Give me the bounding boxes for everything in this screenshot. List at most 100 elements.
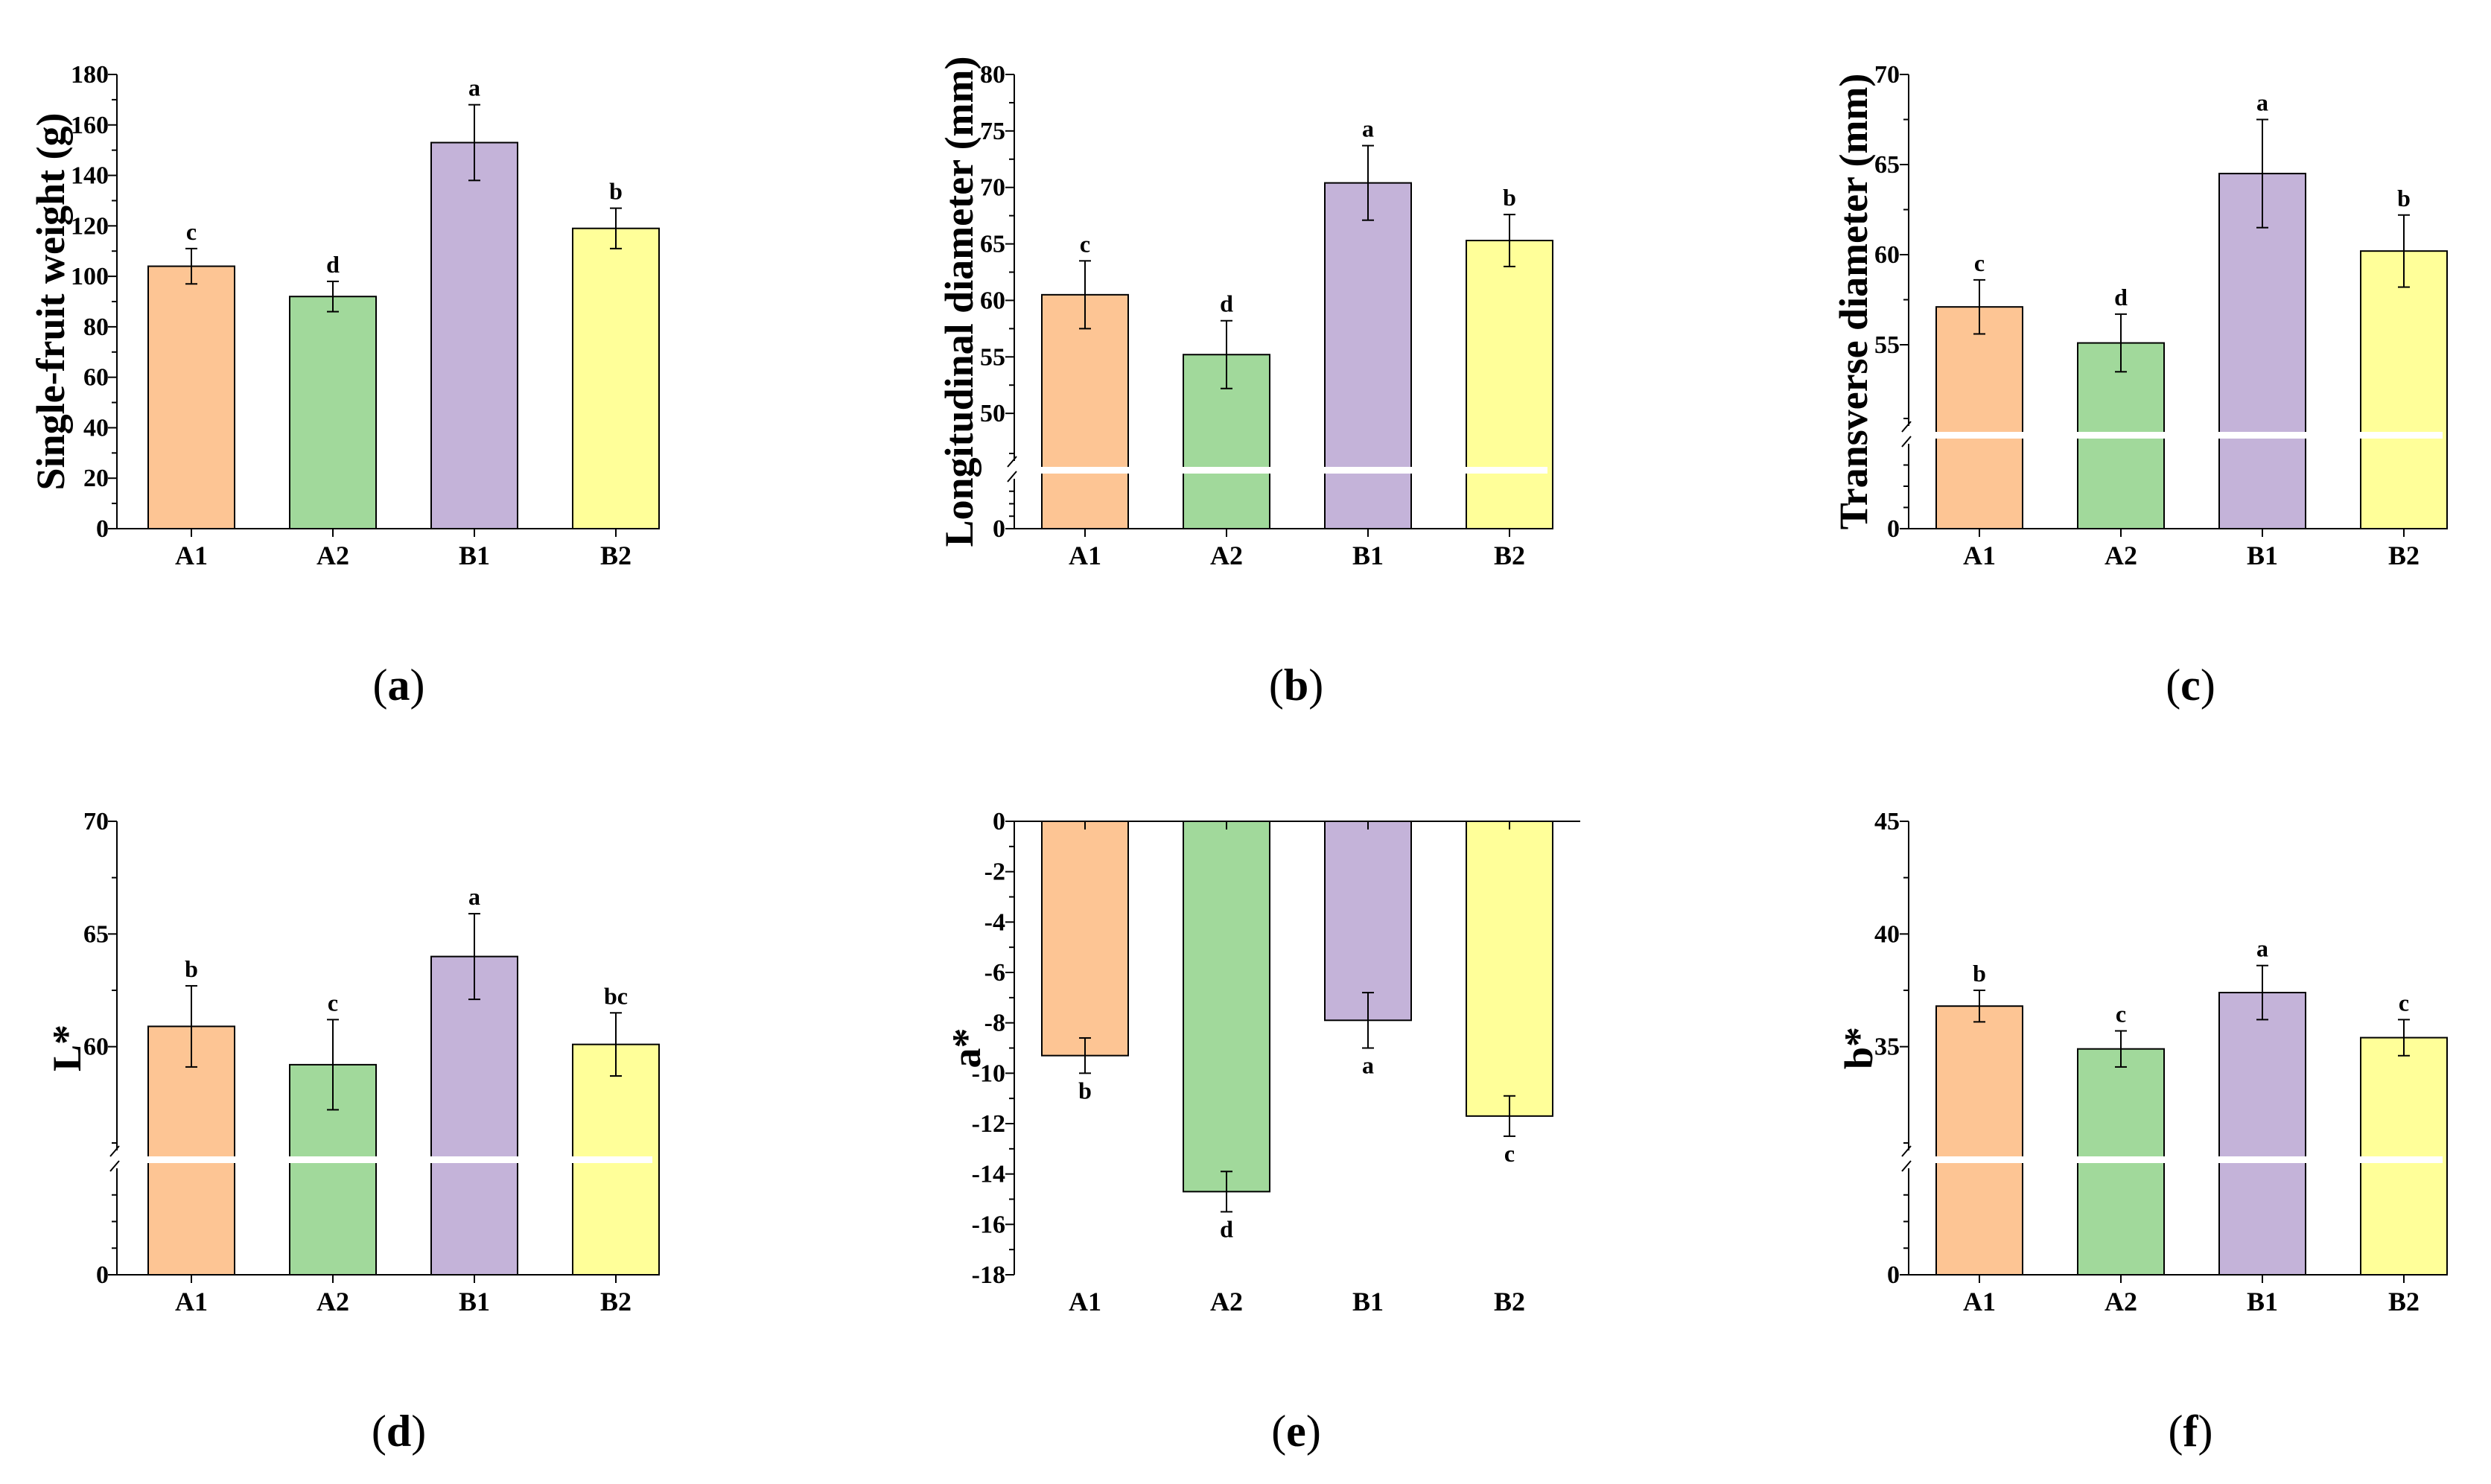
x-tick-label-d-B1: B1 xyxy=(459,1287,490,1316)
bar-b-B1 xyxy=(1324,182,1412,529)
error-bar-c-B2 xyxy=(2398,214,2410,288)
y-axis-title-e: a* xyxy=(944,1028,989,1069)
bar-e-B2 xyxy=(1466,821,1553,1117)
error-bar-a-A2 xyxy=(327,280,339,313)
error-bar-c-B1 xyxy=(2256,118,2268,229)
y-tick-label-e: 0 xyxy=(993,808,1005,835)
x-tick-label-a-A2: A2 xyxy=(316,541,349,570)
y-axis-title-f: b* xyxy=(1836,1027,1881,1069)
y-tick-label-f: 40 xyxy=(1874,920,1900,948)
y-tick-label-c: 65 xyxy=(1874,151,1900,179)
y-tick-label-b: 0 xyxy=(993,515,1005,543)
x-tick-label-e-B2: B2 xyxy=(1494,1287,1525,1316)
error-bar-a-A1 xyxy=(185,247,197,285)
y-tick-label-b: 70 xyxy=(980,174,1005,202)
y-tick-label-a: 20 xyxy=(83,465,109,492)
axis-break-mark-b xyxy=(1007,456,1017,483)
y-tick-label-b: 65 xyxy=(980,231,1005,258)
bar-d-A1 xyxy=(147,1025,235,1276)
panel-label-b: (b) xyxy=(1269,660,1323,710)
y-tick-label-a: 120 xyxy=(71,212,109,240)
y-tick-label-c: 0 xyxy=(1887,515,1900,543)
bar-a-A2 xyxy=(289,296,377,529)
error-bar-e-B2 xyxy=(1504,1095,1515,1137)
error-bar-e-B1 xyxy=(1362,992,1374,1049)
y-tick-label-b: 75 xyxy=(980,118,1005,145)
y-tick-label-d: 65 xyxy=(83,920,109,948)
bar-e-B1 xyxy=(1324,821,1412,1022)
error-bar-f-B1 xyxy=(2256,964,2268,1021)
significance-letter-a-A1: c xyxy=(186,218,197,245)
axis-break-gap-c xyxy=(1910,432,2443,439)
bar-a-B1 xyxy=(430,141,518,529)
axis-break-gap-b xyxy=(1016,467,1547,474)
error-bar-b-A1 xyxy=(1079,260,1091,330)
y-tick-label-f: 0 xyxy=(1887,1261,1900,1289)
x-tick-label-a-A1: A1 xyxy=(175,541,208,570)
panel-label-d: (d) xyxy=(372,1407,426,1456)
x-tick-label-f-B1: B1 xyxy=(2247,1287,2278,1316)
x-tick-label-b-B2: B2 xyxy=(1494,541,1525,570)
x-tick-label-a-B2: B2 xyxy=(600,541,632,570)
significance-letter-b-A1: c xyxy=(1080,230,1090,257)
y-tick-label-e: -8 xyxy=(984,1010,1005,1037)
significance-letter-b-B1: a xyxy=(1362,115,1374,142)
y-tick-label-e: -16 xyxy=(972,1211,1005,1238)
error-bar-c-A1 xyxy=(1973,278,1985,335)
y-tick-label-d: 70 xyxy=(83,808,109,835)
significance-letter-c-B1: a xyxy=(2256,89,2268,116)
y-tick-label-d: 60 xyxy=(83,1034,109,1061)
significance-letter-c-A2: d xyxy=(2114,284,2128,311)
significance-letter-e-B2: c xyxy=(1504,1140,1515,1167)
significance-letter-e-A2: d xyxy=(1220,1215,1233,1242)
y-tick-label-a: 40 xyxy=(83,414,109,442)
significance-letter-c-A1: c xyxy=(1974,249,1985,276)
y-tick-label-c: 60 xyxy=(1874,241,1900,269)
panel-label-a: (a) xyxy=(373,660,425,710)
bar-e-A2 xyxy=(1183,821,1270,1193)
significance-letter-b-B2: b xyxy=(1503,184,1516,211)
x-tick-label-f-A1: A1 xyxy=(1963,1287,1996,1316)
y-tick-label-a: 0 xyxy=(96,515,109,543)
x-tick-label-d-B2: B2 xyxy=(600,1287,632,1316)
x-tick-label-f-A2: A2 xyxy=(2105,1287,2137,1316)
error-bar-d-A2 xyxy=(327,1019,339,1111)
y-axis-title-b: Longitudinal diameter (mm) xyxy=(937,57,982,547)
error-bar-b-B2 xyxy=(1504,214,1515,267)
y-tick-label-b: 50 xyxy=(980,400,1005,427)
significance-letter-c-B2: b xyxy=(2397,185,2411,211)
bar-a-B2 xyxy=(572,227,660,529)
axis-break-mark-f xyxy=(1901,1145,1912,1172)
x-tick-label-c-A2: A2 xyxy=(2105,541,2137,570)
chart-panel-c: c d a b 0 55 60 65 70 A1 A2 B1 B2 Transverse diameter… xyxy=(1831,61,2448,710)
y-axis-title-c: Transverse diameter (mm) xyxy=(1831,74,1876,530)
panel-label-c: (c) xyxy=(2166,660,2215,710)
error-bar-b-A2 xyxy=(1221,319,1232,389)
bar-c-A1 xyxy=(1935,306,2023,529)
bar-c-B2 xyxy=(2360,250,2448,529)
y-tick-label-f: 45 xyxy=(1874,808,1900,835)
y-tick-label-c: 70 xyxy=(1874,61,1900,89)
y-tick-label-e: -6 xyxy=(984,959,1005,987)
error-bar-b-B1 xyxy=(1362,144,1374,221)
significance-letter-d-B1: a xyxy=(468,883,480,910)
x-tick-label-e-A2: A2 xyxy=(1210,1287,1243,1316)
chart-panel-f: b c a c 0 35 40 45 A1 A2 B1 B2 b* (f) xyxy=(1836,808,2448,1456)
error-bar-f-A2 xyxy=(2115,1030,2127,1068)
x-tick-label-b-A1: A1 xyxy=(1069,541,1101,570)
y-tick-label-e: -18 xyxy=(972,1261,1005,1289)
y-tick-label-b: 55 xyxy=(980,343,1005,371)
bar-a-A1 xyxy=(147,265,235,529)
y-tick-label-a: 80 xyxy=(83,313,109,341)
significance-letter-d-A1: b xyxy=(185,955,198,982)
significance-letter-b-A2: d xyxy=(1220,290,1233,317)
y-tick-label-e: -2 xyxy=(984,859,1005,886)
y-tick-label-e: -4 xyxy=(984,908,1005,936)
error-bar-c-A2 xyxy=(2115,313,2127,373)
error-bar-e-A2 xyxy=(1221,1171,1232,1213)
y-tick-label-a: 100 xyxy=(71,263,109,290)
significance-letter-a-A2: d xyxy=(326,251,340,278)
axis-break-mark-c xyxy=(1901,421,1912,448)
